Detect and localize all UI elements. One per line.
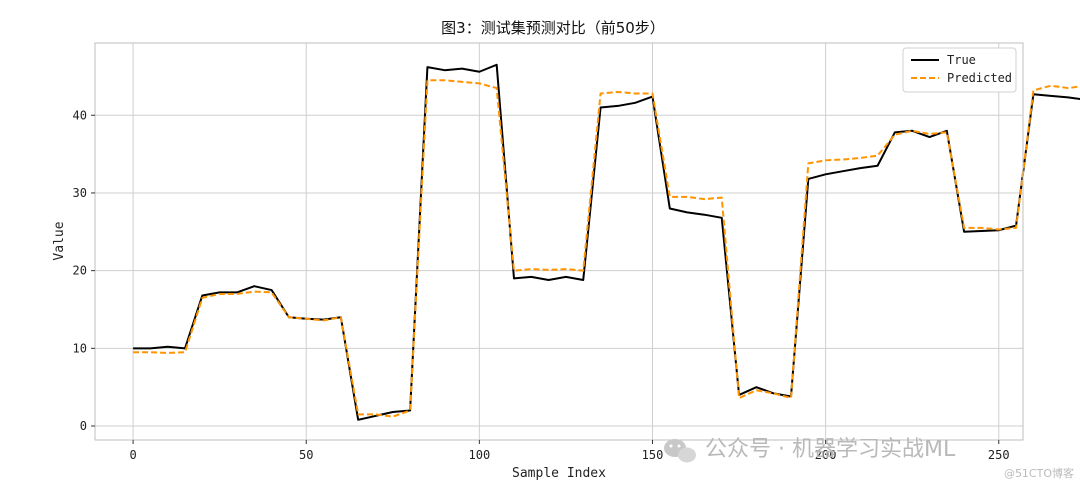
y-tick-label: 40 — [73, 108, 87, 122]
chart-title: 图3：测试集预测对比（前50步） — [441, 19, 665, 37]
x-tick-label: 250 — [988, 448, 1010, 462]
grid — [95, 43, 1023, 440]
watermark-corner-text: @51CTO博客 — [1004, 466, 1074, 480]
x-tick-label: 50 — [299, 448, 313, 462]
x-tick-label: 150 — [642, 448, 664, 462]
legend: True Predicted — [902, 47, 1017, 93]
series-line-true — [133, 63, 1080, 421]
watermark-text: 公众号 · 机器学习实战ML — [705, 437, 956, 462]
y-tick-label: 20 — [73, 264, 87, 278]
axis-ticks: 0 50 100 150 200 250 0 10 20 30 40 — [73, 108, 1010, 462]
plot-frame — [94, 42, 1024, 441]
series-line-predicted — [133, 79, 1080, 418]
x-tick-label: 200 — [815, 448, 837, 462]
y-tick-label: 0 — [80, 419, 87, 433]
y-tick-label: 30 — [73, 186, 87, 200]
wechat-icon — [664, 439, 696, 463]
legend-label-true: True — [947, 53, 976, 67]
x-tick-label: 0 — [129, 448, 136, 462]
y-tick-label: 10 — [73, 341, 87, 355]
y-axis-label: Value — [52, 221, 67, 260]
legend-label-predicted: Predicted — [947, 71, 1012, 85]
plot-lines — [133, 63, 1080, 421]
watermark: 公众号 · 机器学习实战ML @51CTO博客 — [664, 437, 1074, 480]
x-axis-label: Sample Index — [512, 466, 606, 481]
x-tick-label: 100 — [469, 448, 491, 462]
